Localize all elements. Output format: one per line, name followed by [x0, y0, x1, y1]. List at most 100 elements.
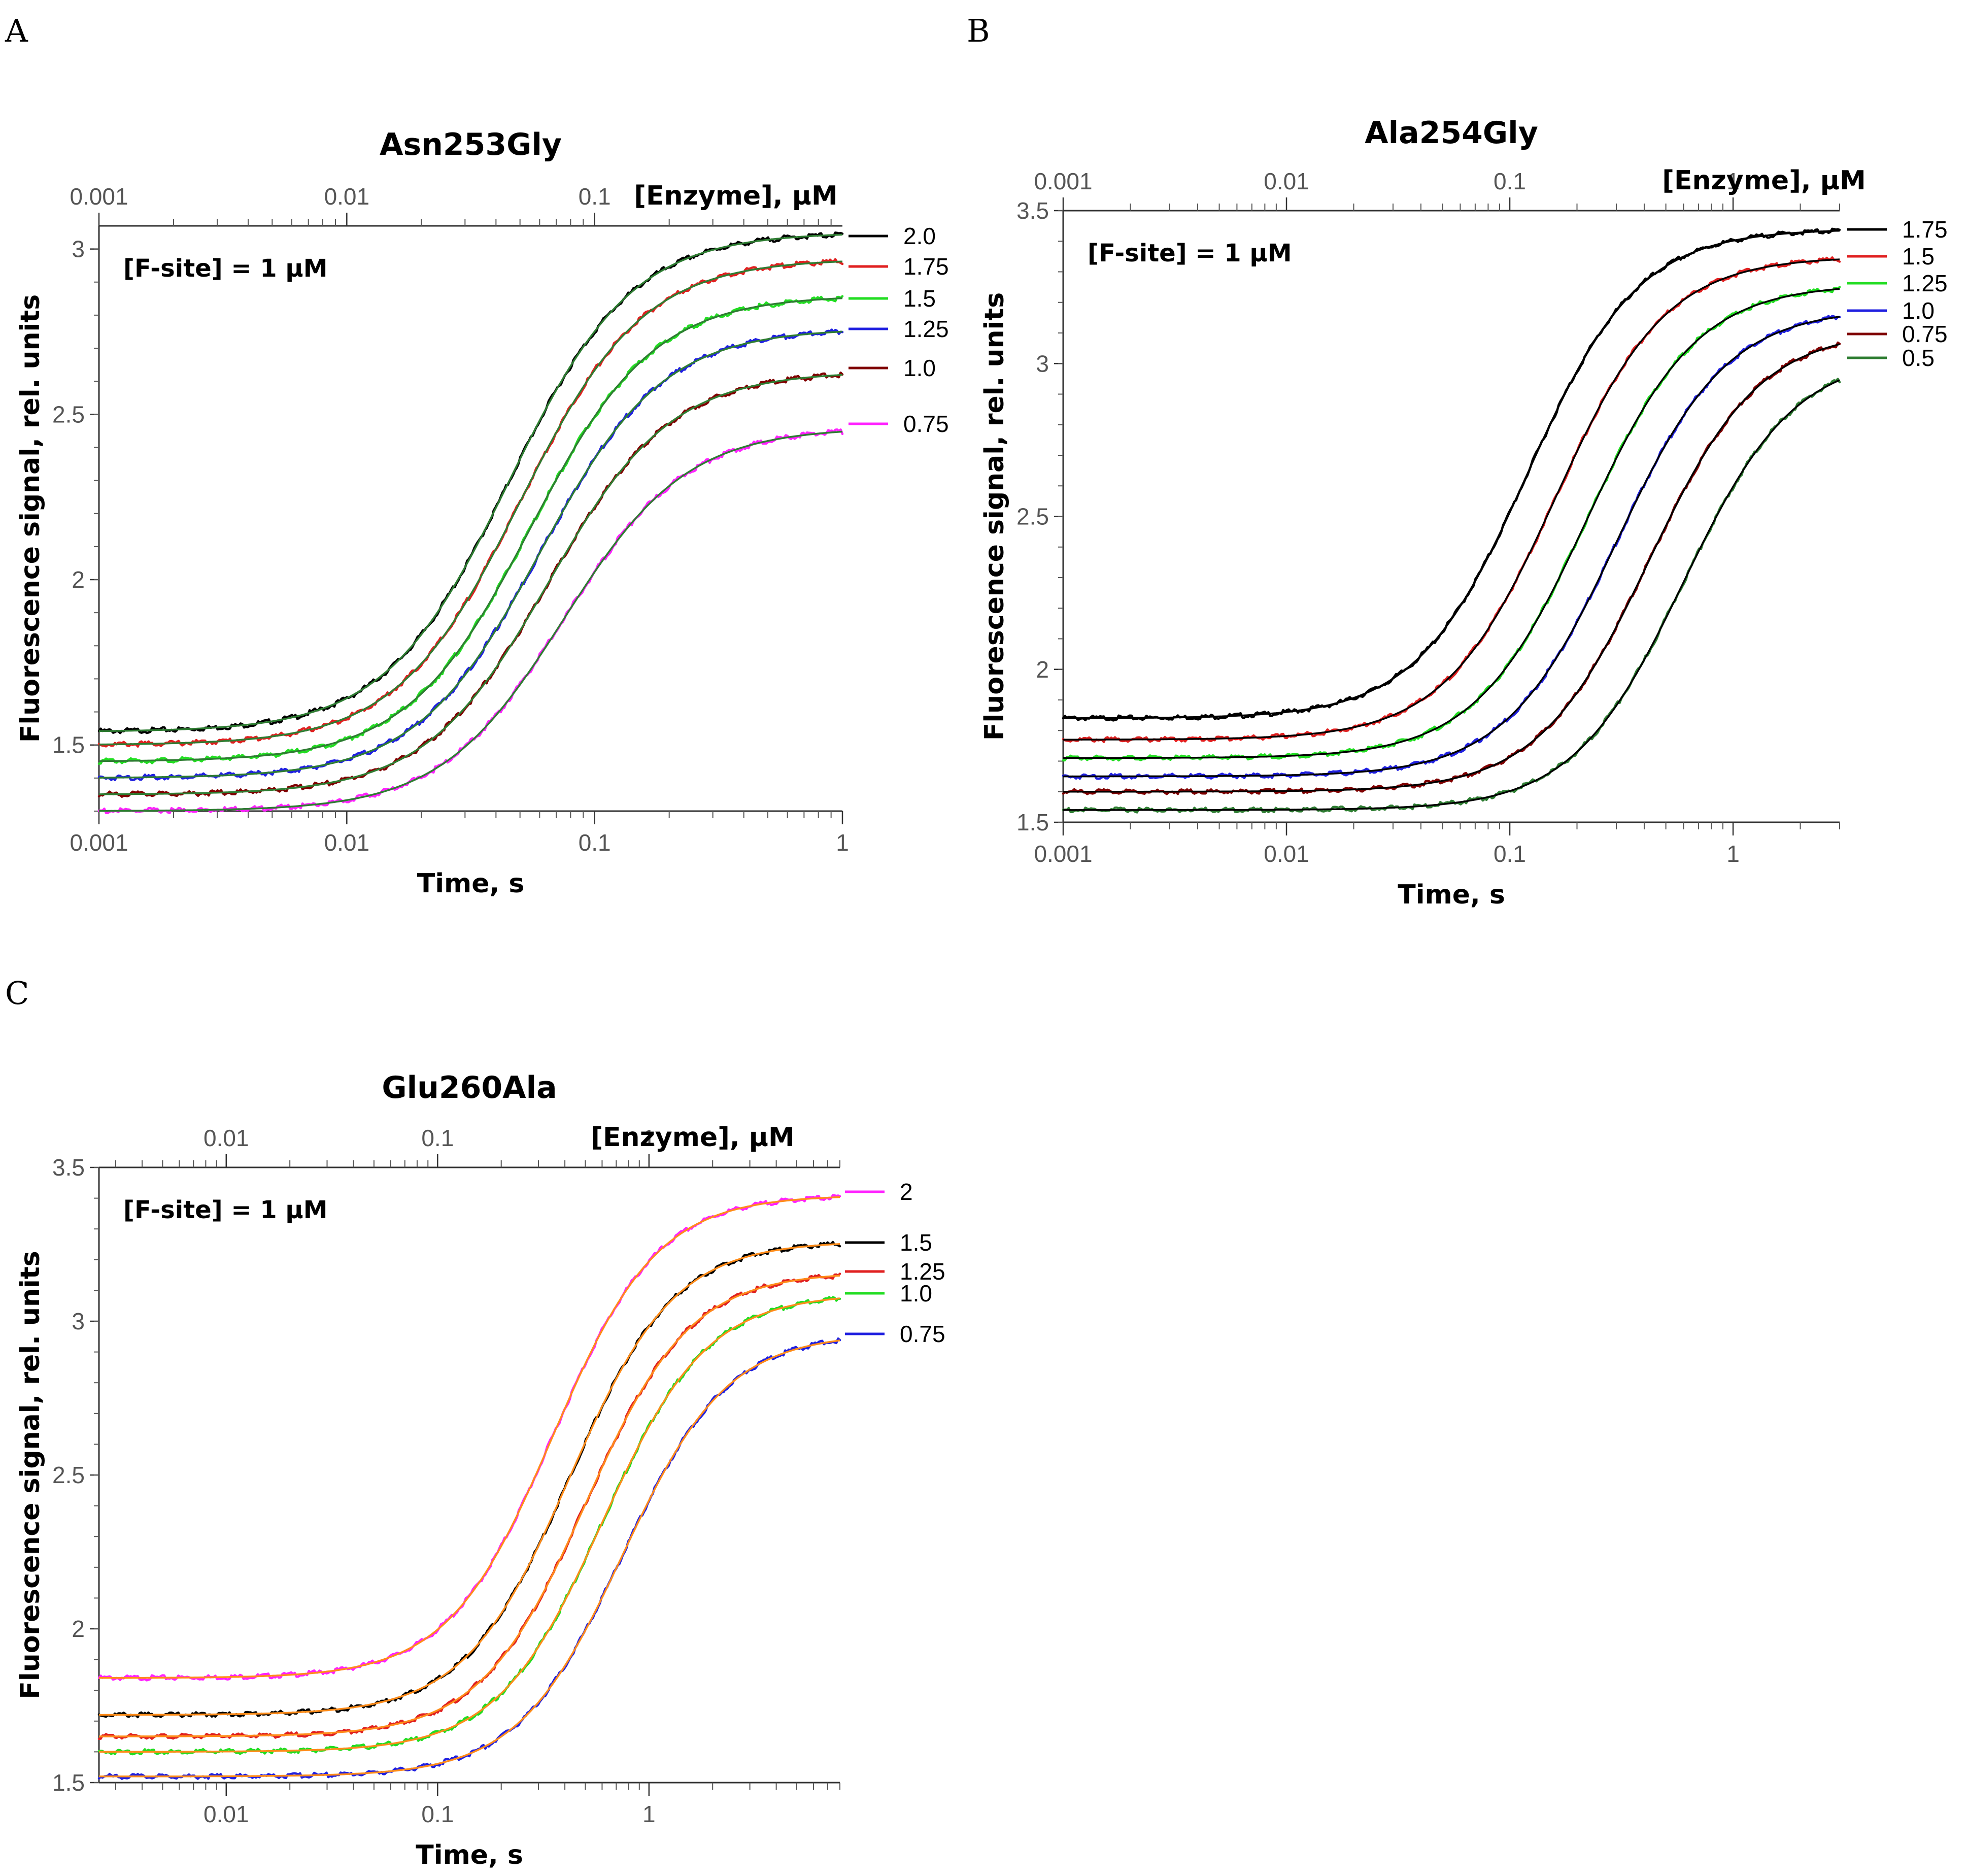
series-line: [1062, 378, 1841, 814]
legend-label: 1.5: [903, 285, 936, 312]
series-line: [97, 295, 844, 765]
f-site-annotation: [F-site] = 1 μM: [123, 1196, 327, 1224]
x-tick-label: 0.01: [1264, 841, 1309, 867]
x2-tick-label: 1: [642, 1125, 656, 1151]
f-site-annotation: [F-site] = 1 μM: [1088, 239, 1292, 267]
fit-line: [99, 260, 843, 746]
series-line: [1062, 256, 1841, 743]
chart-title: Asn253Gly: [380, 127, 562, 162]
x-tick-label: 0.01: [204, 1801, 249, 1827]
legend-label: 1.75: [903, 253, 949, 280]
legend-label: 1.0: [1902, 297, 1935, 324]
series-line: [97, 231, 844, 734]
legend-label: 1.5: [900, 1229, 932, 1256]
y-tick-label: 1.5: [52, 1769, 85, 1796]
y-tick-label: 3: [1036, 350, 1049, 377]
fit-line: [1063, 379, 1840, 811]
series-line: [97, 428, 844, 815]
x2-tick-label: 0.1: [421, 1125, 454, 1151]
y-tick-label: 1.5: [1016, 809, 1049, 835]
series-line: [97, 258, 844, 748]
x-axis-label: Time, s: [417, 868, 525, 899]
x2-tick-label: 0.001: [1034, 168, 1092, 194]
series-line: [1062, 227, 1841, 722]
y-axis-label: Fluorescence signal, rel. units: [15, 294, 46, 743]
y-tick-label: 3.5: [52, 1154, 85, 1181]
x-axis-label: Time, s: [416, 1840, 523, 1870]
series-line: [1062, 315, 1841, 780]
y-tick-label: 3.5: [1016, 197, 1049, 224]
series-line: [97, 1241, 841, 1719]
y-tick-label: 2.5: [52, 1462, 85, 1488]
x2-tick-label: 0.01: [204, 1125, 249, 1151]
fit-line: [99, 374, 843, 795]
y-tick-label: 3: [72, 236, 85, 262]
fit-line: [1063, 316, 1840, 778]
panel-letter-b: B: [967, 12, 990, 49]
y-tick-label: 2.5: [52, 401, 85, 427]
legend-label: 2.0: [903, 223, 936, 249]
y-tick-label: 1.5: [52, 732, 85, 758]
chart-title: Ala254Gly: [1365, 115, 1538, 151]
panel-letter-c: C: [5, 975, 29, 1012]
x2-tick-label: 0.1: [1494, 168, 1526, 194]
x-tick-label: 0.1: [579, 829, 611, 856]
x2-tick-label: 0.01: [324, 183, 370, 210]
x-tick-label: 0.1: [1494, 841, 1526, 867]
y-tick-label: 2.5: [1016, 504, 1049, 530]
x-axis-label: Time, s: [1398, 880, 1505, 910]
chart-asn253gly: Asn253Gly 0.001 0.01 0.1 1 0.001 0.01 0.1 [Enzym…: [15, 127, 949, 899]
x-tick-label: 0.001: [70, 829, 128, 856]
series-line: [97, 1272, 841, 1740]
y-tick-label: 2: [72, 1616, 85, 1642]
series-line: [1062, 341, 1841, 795]
series-line: [97, 1337, 841, 1780]
legend-label: 0.5: [1902, 345, 1935, 371]
x-tick-label: 0.001: [1034, 841, 1092, 867]
legend-label: 0.75: [900, 1321, 945, 1347]
x2-tick-label: 1: [1726, 168, 1740, 194]
fit-line: [99, 233, 843, 732]
fit-line: [99, 1297, 840, 1753]
legend-label: 1.5: [1902, 243, 1935, 270]
legend-label: 1.0: [900, 1280, 932, 1306]
series-line: [97, 1194, 841, 1682]
legend-label: 1.75: [1902, 216, 1948, 243]
fit-line: [98, 297, 843, 762]
legend-label: 0.75: [1902, 321, 1948, 347]
x-tick-label: 1: [642, 1801, 656, 1827]
series-line: [1062, 286, 1841, 762]
y-axis-label: Fluorescence signal, rel. units: [15, 1251, 46, 1699]
fit-line: [99, 1275, 840, 1737]
legend-label: 1.0: [903, 355, 936, 381]
f-site-annotation: [F-site] = 1 μM: [123, 254, 327, 283]
y-tick-label: 3: [72, 1308, 85, 1334]
fit-line: [1063, 258, 1840, 741]
x2-tick-label: 0.1: [579, 183, 611, 210]
legend-label: 1.25: [903, 316, 949, 342]
fit-line: [1063, 343, 1840, 793]
x-tick-label: 1: [836, 829, 849, 856]
series-line: [97, 371, 844, 798]
chart-title: Glu260Ala: [382, 1070, 557, 1106]
legend-label: 0.75: [903, 411, 949, 437]
x2-axis-label: [Enzyme], μM: [591, 1122, 795, 1153]
fit-line: [99, 430, 843, 812]
y-axis-label: Fluorescence signal, rel. units: [979, 292, 1010, 741]
x2-tick-label: 0.01: [1264, 168, 1309, 194]
x-tick-label: 1: [1726, 841, 1740, 867]
series-line: [97, 1296, 841, 1756]
x-tick-label: 0.1: [421, 1801, 454, 1827]
fit-line: [99, 1196, 840, 1679]
legend-label: 1.25: [1902, 270, 1948, 296]
x2-axis-label: [Enzyme], μM: [1662, 165, 1866, 196]
x2-tick-label: 0.001: [70, 183, 128, 210]
fit-line: [1063, 229, 1840, 719]
legend-label: 2: [900, 1179, 913, 1205]
panel-letter-a: A: [5, 12, 28, 49]
y-tick-label: 2: [72, 566, 85, 593]
fit-line: [99, 330, 843, 779]
